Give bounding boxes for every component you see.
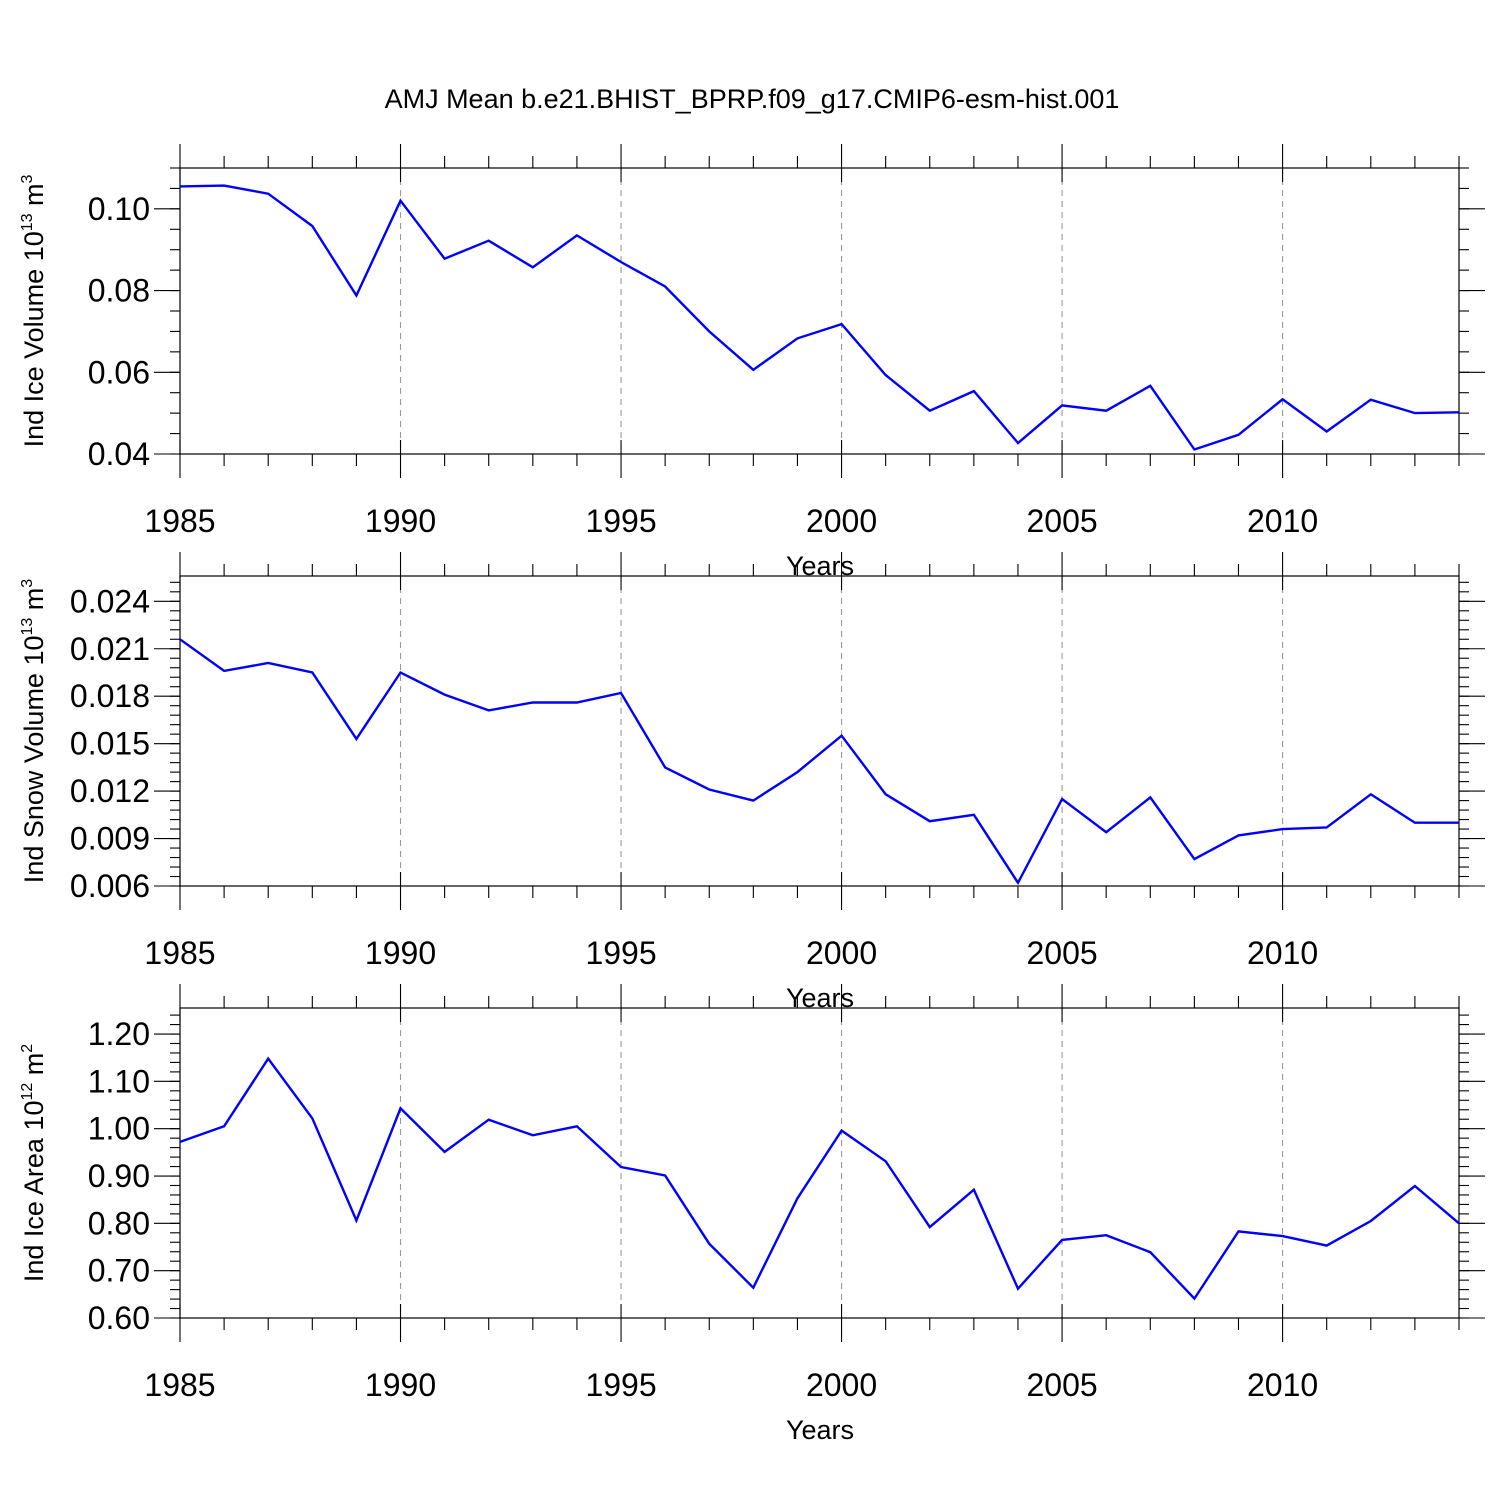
y-tick-label: 0.024	[70, 583, 150, 619]
x-tick-label: 2005	[1026, 503, 1097, 539]
y-tick-label: 0.90	[88, 1158, 150, 1194]
x-tick-label: 2010	[1247, 503, 1318, 539]
panel-3: 0.60 0.70 0.80 0.90 1.00 1.10 1.20 1985 1990 1995…	[19, 984, 1485, 1445]
y-tick-label: 1.00	[88, 1111, 150, 1147]
y-tick-label: 0.009	[70, 821, 150, 857]
y-tick-label: 0.10	[88, 191, 150, 227]
y-tick-label: 0.018	[70, 678, 150, 714]
y-tick-label: 1.20	[88, 1016, 150, 1052]
x-tick-label: 2000	[806, 935, 877, 971]
x-tick-label: 2010	[1247, 1367, 1318, 1403]
y-tick-label: 0.015	[70, 726, 150, 762]
y-axis-label: Ind Ice Volume 1013 m3	[19, 174, 49, 447]
y-tick-label: 0.80	[88, 1205, 150, 1241]
x-axis-label: Years	[786, 1415, 854, 1445]
y-tick-label: 1.10	[88, 1063, 150, 1099]
x-tick-label: 1985	[144, 503, 215, 539]
x-tick-label: 1990	[365, 935, 436, 971]
y-tick-label: 0.08	[88, 273, 150, 309]
x-tick-label: 2000	[806, 1367, 877, 1403]
plot-frame	[179, 575, 1460, 887]
series-line	[179, 1056, 1460, 1301]
x-tick-label: 1995	[585, 935, 656, 971]
x-tick-label: 2010	[1247, 935, 1318, 971]
x-tick-label: 1990	[365, 1367, 436, 1403]
x-tick-label: 1995	[585, 1367, 656, 1403]
y-tick-label: 0.012	[70, 773, 150, 809]
x-tick-label: 1985	[144, 1367, 215, 1403]
panel-1: 0.04 0.06 0.08 0.10 1985 1990 1995 2000 2005 2010…	[19, 144, 1485, 581]
y-tick-label: 0.06	[88, 354, 150, 390]
y-tick-label: 0.006	[70, 868, 150, 904]
chart-title: AMJ Mean b.e21.BHIST_BPRP.f09_g17.CMIP6-…	[385, 84, 1120, 114]
x-tick-label: 2000	[806, 503, 877, 539]
series-line	[179, 184, 1460, 451]
y-tick-label: 0.60	[88, 1300, 150, 1336]
plot-frame	[179, 1007, 1460, 1319]
series-line	[179, 638, 1459, 886]
x-tick-label: 2005	[1026, 935, 1097, 971]
y-axis-label: Ind Ice Area 1012 m2	[19, 1044, 49, 1282]
x-tick-label: 2005	[1026, 1367, 1097, 1403]
x-tick-label: 1995	[585, 503, 656, 539]
y-axis-label: Ind Snow Volume 1013 m3	[19, 579, 49, 883]
x-tick-label: 1990	[365, 503, 436, 539]
y-tick-label: 0.021	[70, 631, 150, 667]
y-tick-label: 0.04	[88, 436, 150, 472]
x-tick-label: 1985	[144, 935, 215, 971]
y-tick-label: 0.70	[88, 1253, 150, 1289]
panel-2: 0.006 0.009 0.012 0.015 0.018 0.021 0.024 1985 1…	[19, 552, 1485, 1013]
